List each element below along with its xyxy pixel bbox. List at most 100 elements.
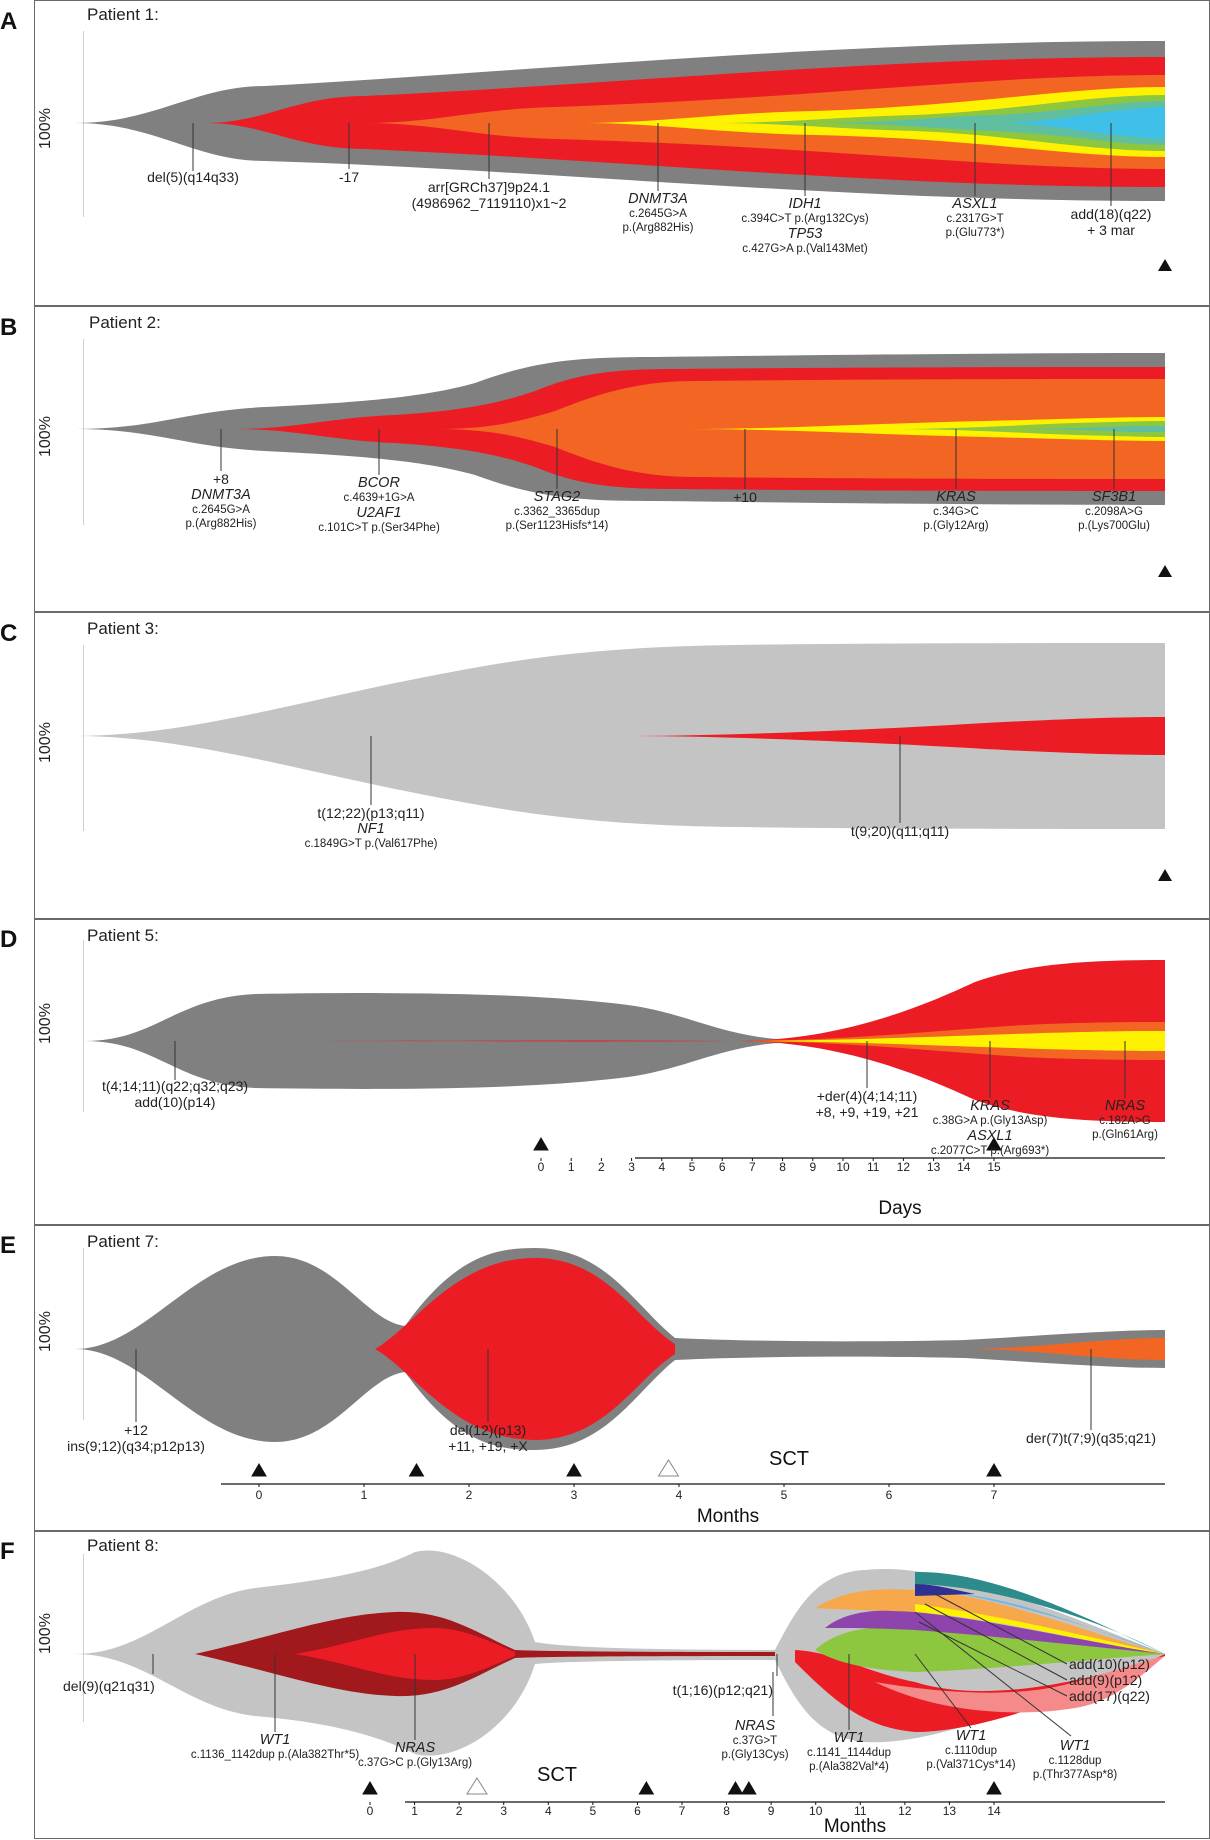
leader-f-10 (924, 1603, 1068, 1681)
annotation-f-2: WT1 c.1136_1142dup p.(Ala382Thr*5) (190, 1732, 360, 1761)
clone-f-purple (825, 1610, 1165, 1654)
panel-f: Patient 8: 100% (34, 1531, 1210, 1839)
panel-letter-b: B (0, 314, 18, 341)
panel-a: Patient 1: 100% del(5)(q14q33) -17 a (34, 0, 1210, 306)
clone-f-red-early (295, 1628, 515, 1680)
annotation-f-3: NRAS c.37G>C p.(Gly13Arg) (357, 1740, 473, 1769)
sample-marker-e-1 (408, 1463, 425, 1477)
clone-e-orange (965, 1338, 1165, 1360)
clone-f-teal (915, 1571, 1165, 1654)
y-scale-line-f (83, 1554, 84, 1722)
y-scale-line-b (83, 339, 84, 525)
clone-d-yellow (735, 1031, 1165, 1051)
clone-a-teal (815, 101, 1165, 145)
annotation-b-2: BCOR c.4639+1G>A U2AF1 c.101C>T p.(Ser34Phe… (318, 475, 440, 534)
tick-label-d-9: 9 (809, 1160, 817, 1174)
tick-label-f-1: 1 (411, 1804, 418, 1818)
tick-label-d-8: 8 (779, 1160, 786, 1174)
tick-label-e-7: 7 (990, 1488, 998, 1502)
clone-c-red (625, 717, 1165, 755)
annotation-c-2: t(9;20)(q11;q11) (850, 823, 950, 839)
tick-label-d-13: 13 (926, 1160, 941, 1174)
tick-label-d-3: 3 (628, 1160, 635, 1174)
sample-marker-e-2 (566, 1463, 582, 1477)
annotation-b-5: KRAS c.34G>C p.(Gly12Arg) (923, 489, 989, 532)
tick-label-e-2: 2 (465, 1488, 473, 1502)
sample-marker-f-0 (362, 1781, 378, 1795)
clone-b-teal (1015, 426, 1165, 432)
fish-plot-e (75, 1248, 1165, 1487)
sct-label-f: SCT (537, 1764, 577, 1786)
annotation-f-10: add(9)(p12) (1069, 1672, 1143, 1688)
tick-label-e-1: 1 (360, 1488, 368, 1502)
tick-label-d-11: 11 (866, 1160, 880, 1174)
tick-label-f-13: 13 (942, 1804, 957, 1818)
panel-letter-a: A (0, 8, 18, 35)
annotation-d-4: NRAS c.182A>G p.(Gln61Arg) (1092, 1098, 1158, 1141)
fish-plot-a (75, 41, 1172, 271)
sample-marker-e-4 (986, 1463, 1002, 1477)
annotation-a-2: -17 (338, 169, 360, 185)
clone-f-orange (815, 1589, 1165, 1654)
markers-f (362, 1777, 1002, 1795)
fish-plot-d (85, 960, 1165, 1161)
annotation-f-6: WT1 c.1141_1144dup p.(Ala382Val*4) (807, 1730, 891, 1773)
sample-marker-d-1 (986, 1137, 1002, 1151)
tick-label-f-0: 0 (366, 1804, 374, 1818)
annotation-d-3: KRAS c.38G>A p.(Gly13Asp) ASXL1 c.2077C>T p… (930, 1098, 1050, 1157)
ticks-e (258, 1484, 995, 1487)
annotation-f-11: add(17)(q22) (1069, 1688, 1150, 1704)
tick-label-f-8: 8 (723, 1804, 730, 1818)
axis-label-f: Months (823, 1816, 887, 1837)
clone-f-blue (915, 1584, 975, 1596)
annotation-a-7: add(18)(q22) + 3 mar (1070, 206, 1152, 238)
annotation-a-1: del(5)(q14q33) (147, 169, 239, 185)
clone-c-lightgray (75, 643, 1165, 829)
sample-marker-a-14 (1158, 259, 1172, 271)
tick-label-f-5: 5 (589, 1804, 597, 1818)
tick-label-f-14: 14 (987, 1804, 1001, 1818)
tick-label-f-10: 10 (809, 1804, 823, 1818)
tick-label-f-12: 12 (898, 1804, 912, 1818)
annotation-b-1: +8 DNMT3A c.2645G>A p.(Arg882His) (185, 471, 257, 530)
panel-letter-d: D (0, 926, 18, 953)
tick-label-d-7: 7 (749, 1160, 756, 1174)
sample-marker-b-14 (1158, 565, 1172, 577)
axis-label-e: Months (696, 1506, 760, 1527)
panel-title-d: Patient 5: (87, 926, 159, 945)
tick-label-f-9: 9 (767, 1804, 775, 1818)
sample-marker-c-14 (1158, 869, 1172, 881)
tick-label-e-0: 0 (255, 1488, 263, 1502)
annotation-f-5: NRAS c.37G>T p.(Gly13Cys) (721, 1718, 789, 1761)
tick-label-d-12: 12 (896, 1160, 911, 1174)
tick-label-d-6: 6 (718, 1160, 726, 1174)
panel-e: Patient 7: 100% +12 ins(9;12)(q34;p12p13)… (34, 1225, 1210, 1531)
fish-plot-f (75, 1550, 1165, 1805)
clone-f-green (815, 1626, 1165, 1672)
annotation-a-4: DNMT3A c.2645G>A p.(Arg882His) (622, 191, 694, 234)
annotation-e-1: +12 ins(9;12)(q34;p12p13) (67, 1422, 205, 1454)
panel-letter-c: C (0, 620, 18, 647)
clone-f-red-late (795, 1650, 1165, 1732)
ticks-f (369, 1802, 995, 1805)
panel-b: Patient 2: 100% +8 DNMT3A c.2645G>A p.(Arg8… (34, 306, 1210, 612)
tick-label-f-7: 7 (678, 1804, 686, 1818)
tick-label-f-3: 3 (500, 1804, 508, 1818)
panel-title-f: Patient 8: (87, 1536, 159, 1555)
tick-label-f-6: 6 (634, 1804, 641, 1818)
annotation-b-3: STAG2 c.3362_3365dup p.(Ser1123Hisfs*14) (505, 489, 609, 532)
y-scale-line-e (83, 1248, 84, 1420)
annotation-a-5: IDH1 c.394C>T p.(Arg132Cys) TP53 c.427G>A p… (741, 196, 869, 255)
annotation-d-2: +der(4)(4;14;11) +8, +9, +19, +21 (815, 1088, 919, 1120)
annotation-a-6: ASXL1 c.2317G>T p.(Glu773*) (945, 196, 1005, 239)
tick-label-d-5: 5 (688, 1160, 696, 1174)
annotation-f-9: add(10)(p12) (1069, 1656, 1150, 1672)
tick-label-e-6: 6 (885, 1488, 893, 1502)
tick-label-f-11: 11 (854, 1804, 867, 1818)
sample-marker-f-5 (986, 1781, 1002, 1795)
tick-label-d-1: 1 (567, 1160, 575, 1174)
fish-plot-c (75, 643, 1172, 881)
sample-marker-f-3 (727, 1781, 744, 1795)
annotation-f-4: t(1;16)(p12;q21) (672, 1682, 773, 1698)
